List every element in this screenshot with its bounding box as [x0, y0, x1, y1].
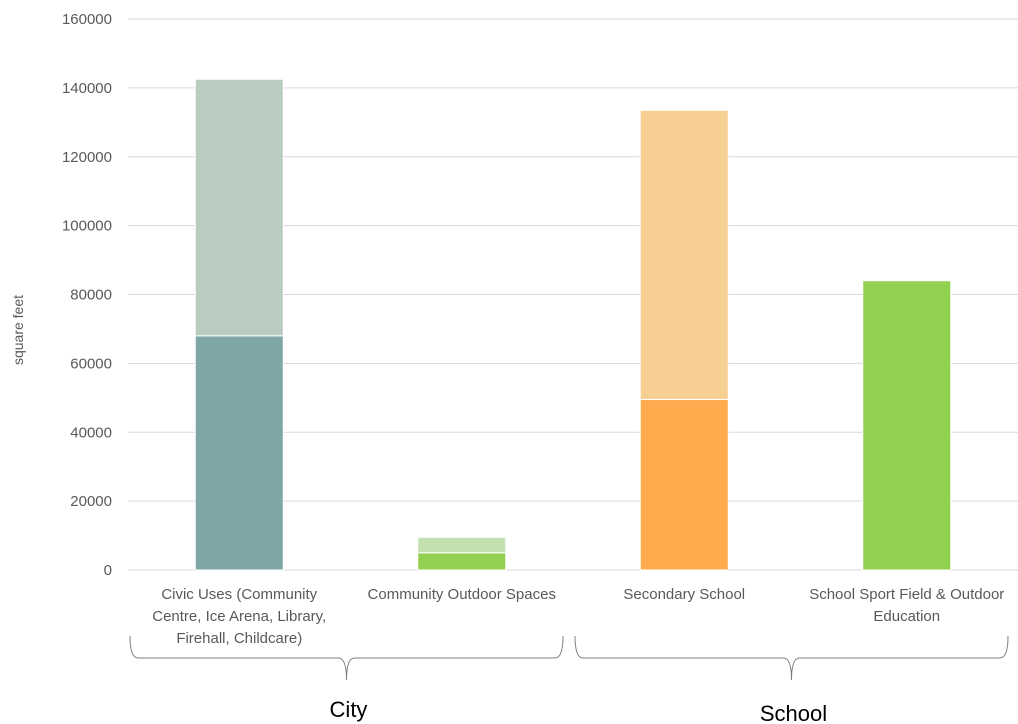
y-tick-label: 100000: [62, 218, 112, 235]
y-tick-label: 120000: [62, 149, 112, 166]
y-tick-label: 60000: [70, 355, 112, 372]
category-labels: Civic Uses (Community Centre, Ice Arena, …: [152, 586, 1004, 647]
y-tick-label: 20000: [70, 493, 112, 510]
group-brace: [574, 635, 1009, 681]
bar-segment: [417, 552, 507, 571]
category-label: Secondary School: [623, 586, 745, 603]
y-tick-label: 80000: [70, 287, 112, 304]
y-tick-label: 40000: [70, 424, 112, 441]
group-brackets: City School: [129, 635, 1009, 724]
category-label: School Sport Field & Outdoor: [809, 586, 1004, 603]
bar-segment: [194, 335, 284, 571]
category-label: Education: [873, 608, 940, 625]
category-label: Centre, Ice Arena, Library,: [152, 608, 326, 625]
group-label: City: [330, 697, 368, 722]
y-tick-label: 160000: [62, 11, 112, 28]
bar-segment: [639, 109, 729, 401]
category-label: Community Outdoor Spaces: [368, 586, 556, 603]
bar-segment: [639, 399, 729, 571]
y-axis-ticks: 0 20000 40000 60000 80000 100000 120000 140000 1…: [62, 11, 112, 579]
group-label: School: [760, 701, 827, 724]
bar-segment: [417, 536, 507, 554]
bar-segment: [194, 78, 284, 337]
category-label: Firehall, Childcare): [176, 630, 302, 647]
y-tick-label: 0: [104, 562, 112, 579]
y-tick-label: 140000: [62, 80, 112, 97]
bars: [194, 78, 952, 571]
y-axis-label: square feet: [10, 295, 26, 365]
bar-segment: [862, 280, 952, 571]
group-brace: [129, 635, 564, 681]
category-label: Civic Uses (Community: [161, 586, 317, 603]
